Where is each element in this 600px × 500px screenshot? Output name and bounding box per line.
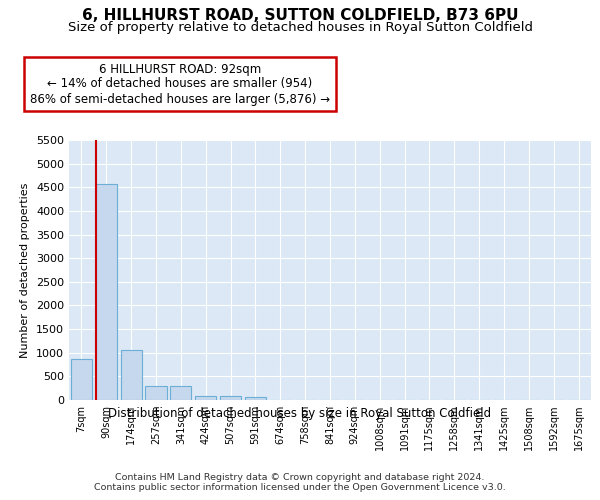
Text: Contains HM Land Registry data © Crown copyright and database right 2024.: Contains HM Land Registry data © Crown c… <box>115 472 485 482</box>
Text: Distribution of detached houses by size in Royal Sutton Coldfield: Distribution of detached houses by size … <box>109 408 491 420</box>
Bar <box>71 358 92 400</box>
Text: Contains public sector information licensed under the Open Government Licence v3: Contains public sector information licen… <box>94 484 506 492</box>
Bar <box>220 396 241 400</box>
Text: 6 HILLHURST ROAD: 92sqm
← 14% of detached houses are smaller (954)
86% of semi-d: 6 HILLHURST ROAD: 92sqm ← 14% of detache… <box>30 62 330 106</box>
Bar <box>145 386 167 400</box>
Text: Size of property relative to detached houses in Royal Sutton Coldfield: Size of property relative to detached ho… <box>67 21 533 34</box>
Bar <box>170 386 191 400</box>
Bar <box>96 184 117 400</box>
Bar <box>121 350 142 400</box>
Bar <box>245 398 266 400</box>
Bar <box>195 396 216 400</box>
Text: 6, HILLHURST ROAD, SUTTON COLDFIELD, B73 6PU: 6, HILLHURST ROAD, SUTTON COLDFIELD, B73… <box>82 8 518 22</box>
Y-axis label: Number of detached properties: Number of detached properties <box>20 182 31 358</box>
